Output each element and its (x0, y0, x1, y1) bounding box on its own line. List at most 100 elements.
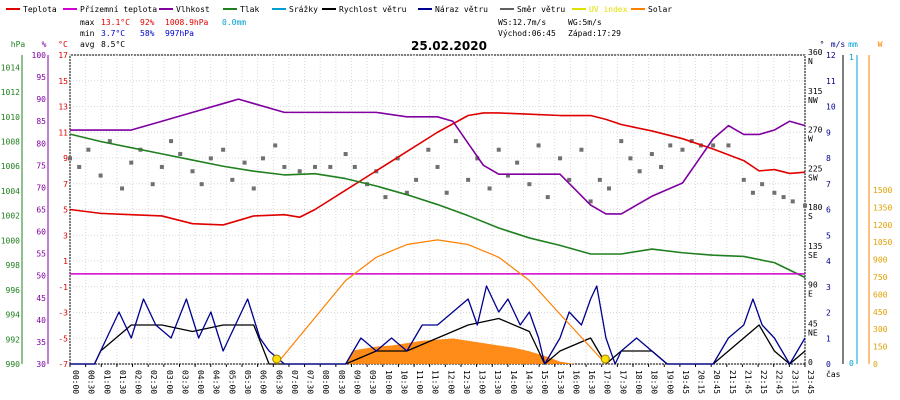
dir-tick-label: SE (808, 251, 818, 260)
hum-tick-label: 40 (36, 316, 46, 325)
wind-direction-point (750, 190, 755, 195)
legend-label: Rychlost větru (339, 5, 407, 14)
wind-direction-point (435, 164, 440, 169)
wind-direction-point (772, 190, 777, 195)
solar-tick-label: 750 (873, 273, 888, 282)
temp-tick-label: 7 (63, 180, 68, 189)
wind-direction-point (260, 156, 265, 161)
wind-direction-point (313, 164, 317, 169)
x-tick-label: 07:00 (290, 370, 299, 394)
x-tick-label: 20:45 (712, 370, 721, 394)
series-line (70, 285, 806, 365)
wind-direction-point (527, 182, 532, 187)
rain-tick-label: 1 (849, 53, 854, 62)
dir-tick-label: N (808, 57, 813, 66)
wind-tick-label: 7 (826, 180, 831, 189)
press-tick-label: 1014 (1, 63, 20, 72)
wind-direction-point (607, 186, 611, 191)
wind-direction-point (273, 143, 278, 148)
wind-direction-point (649, 152, 654, 157)
press-tick-label: 1012 (1, 88, 20, 97)
x-tick-label: 03:30 (180, 370, 189, 394)
wind-direction-point (487, 186, 492, 191)
hum-tick-label: 75 (36, 161, 46, 170)
stat-max-temp: 13.1°C (101, 18, 130, 27)
wind-direction-point (129, 160, 134, 165)
stat-avg-label: avg (80, 40, 95, 49)
wind-direction-point (221, 147, 226, 152)
stat-min-label: min (80, 29, 95, 38)
stats-block: max 13.1°C 92% 1008.9hPa 0.0mm min 3.7°C… (80, 18, 621, 49)
temp-unit: °C (58, 40, 68, 49)
x-tick-label: 15:30 (556, 370, 565, 394)
wind-direction-point (159, 164, 164, 169)
stat-sunset: Západ:17:29 (568, 29, 621, 38)
x-tick-label: 02:00 (134, 370, 143, 394)
wind-tick-label: 5 (826, 231, 831, 240)
hum-tick-label: 85 (36, 117, 46, 126)
wind-direction-point (68, 156, 72, 161)
temp-tick-label: -3 (58, 309, 68, 318)
plot-area (68, 98, 807, 365)
dir-tick-label: S (808, 212, 813, 221)
x-tick-label: 09:00 (352, 370, 361, 394)
dir-tick-label: 315 (808, 87, 823, 96)
solar-tick-label: 450 (873, 308, 888, 317)
x-tick-label: 04:30 (212, 370, 221, 394)
x-tick-label: 21:45 (743, 370, 752, 394)
wind-direction-point (230, 177, 235, 182)
x-tick-label: 18:30 (650, 370, 659, 394)
wind-direction-point (558, 156, 562, 161)
x-tick-label: 08:30 (337, 370, 346, 394)
x-tick-label: 19:45 (681, 370, 690, 394)
wind-direction-point (178, 152, 183, 157)
wind-direction-point (637, 169, 642, 174)
press-tick-label: 1010 (1, 113, 20, 122)
press-tick-label: 1006 (1, 162, 20, 171)
x-tick-label: 06:00 (259, 370, 268, 394)
wind-tick-label: 2 (826, 309, 831, 318)
sunset-marker (600, 354, 610, 364)
series-line (276, 239, 607, 365)
wind-direction-point (579, 147, 584, 152)
solar-tick-label: 1350 (873, 203, 892, 212)
solar-tick-label: 900 (873, 256, 888, 265)
dir-tick-label: 90 (808, 281, 818, 290)
stat-max-press: 1008.9hPa (165, 18, 209, 27)
stat-min-temp: 3.7°C (101, 29, 125, 38)
x-tick-label: 01:00 (102, 370, 111, 394)
wind-direction-point (86, 147, 91, 152)
wind-tick-label: 11 (826, 77, 836, 86)
wind-direction-point (619, 139, 624, 144)
x-tick-label: 02:30 (149, 370, 158, 394)
press-tick-label: 992 (6, 335, 21, 344)
wind-direction-point (328, 164, 333, 169)
press-tick-label: 1002 (1, 212, 20, 221)
wind-direction-point (628, 156, 633, 161)
press-tick-label: 1000 (1, 236, 20, 245)
press-tick-label: 994 (6, 311, 21, 320)
wind-direction-point (444, 190, 449, 195)
wind-direction-point (711, 143, 716, 148)
stat-wg: WG:5m/s (568, 18, 602, 27)
dir-tick-label: 135 (808, 242, 823, 251)
stat-max-rain: 0.0mm (222, 18, 246, 27)
wind-tick-label: 1 (826, 334, 831, 343)
temp-tick-label: 15 (58, 77, 68, 86)
wind-direction-point (536, 143, 541, 148)
hum-tick-label: 35 (36, 338, 46, 347)
hum-tick-label: 45 (36, 294, 46, 303)
wind-direction-point (343, 152, 348, 157)
x-tick-label: 01:30 (118, 370, 127, 394)
stat-sunrise: Východ:06:45 (498, 29, 556, 38)
wind-direction-point (466, 177, 471, 182)
hum-unit: % (42, 40, 47, 49)
x-tick-label: 12:00 (446, 370, 455, 394)
wind-direction-point (803, 203, 807, 208)
press-unit: hPa (11, 40, 26, 49)
dir-tick-label: 0 (808, 358, 813, 367)
press-tick-label: 996 (6, 286, 21, 295)
x-tick-label: 17:30 (618, 370, 627, 394)
x-tick-label: 20:15 (697, 370, 706, 394)
x-tick-label: 00:00 (71, 370, 80, 394)
